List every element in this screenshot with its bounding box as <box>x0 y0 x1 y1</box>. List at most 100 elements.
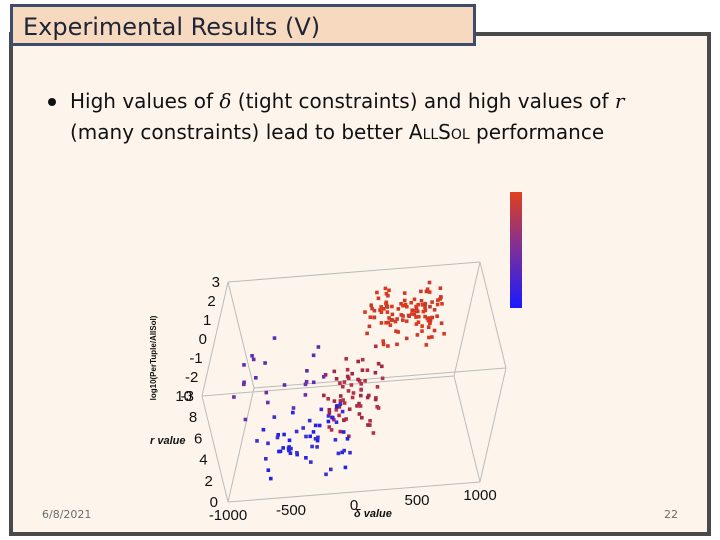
scatter-point <box>344 417 348 421</box>
scatter-point <box>304 456 308 460</box>
scatter-point <box>399 302 403 306</box>
scatter-point <box>442 332 446 336</box>
scatter-point <box>384 321 388 325</box>
x-tick-label: -500 <box>276 502 306 519</box>
bullet-text-part: performance <box>469 120 605 144</box>
scatter-point <box>266 400 270 405</box>
z-tick-label: 2 <box>207 293 215 310</box>
colorbar <box>510 192 522 308</box>
scatter-point <box>334 420 339 424</box>
scatter-point <box>417 314 421 319</box>
scatter-point <box>426 325 431 329</box>
scatter-point <box>255 439 259 443</box>
scatter-point <box>432 308 437 312</box>
scatter-point <box>414 304 418 309</box>
x-tick-label: 0 <box>350 497 358 514</box>
scatter-point <box>311 430 316 434</box>
scatter-point <box>384 291 389 296</box>
scatter-point <box>282 383 287 387</box>
scatter-point <box>428 318 433 322</box>
scatter-point <box>345 367 350 372</box>
scatter-point <box>332 417 336 422</box>
scatter-point <box>347 407 352 411</box>
scatter-point <box>338 394 343 398</box>
scatter-point <box>341 384 345 389</box>
scatter-point <box>412 297 417 302</box>
y-tick-label: 8 <box>189 409 197 426</box>
scatter-point <box>383 286 388 291</box>
scatter-point <box>419 289 423 294</box>
scatter-point <box>356 359 360 364</box>
scatter-point <box>373 370 378 375</box>
scatter-point <box>423 305 427 310</box>
scatter-point <box>384 301 388 306</box>
z-tick-label: -2 <box>185 369 198 386</box>
scatter-point <box>329 467 333 472</box>
scatter-point <box>381 342 386 347</box>
scatter-point <box>435 314 439 318</box>
scatter-point <box>430 335 434 339</box>
z-tick-label: -1 <box>189 350 202 367</box>
scatter-point <box>379 310 384 314</box>
scatter-point <box>427 335 431 340</box>
bullet-text-part: (many constraints) lead to better <box>70 120 409 144</box>
y-tick-label: 10 <box>175 388 192 405</box>
scatter-point <box>357 412 362 416</box>
scatter-point <box>333 438 338 442</box>
y-tick-label: 6 <box>194 430 202 447</box>
footer-date: 6/8/2021 <box>42 508 92 521</box>
scatter-point <box>359 393 363 398</box>
scatter-point <box>425 287 430 291</box>
scatter-point <box>416 309 420 314</box>
plot-box-edge <box>201 281 229 397</box>
scatter-point <box>414 322 419 326</box>
scatter-point <box>342 418 346 422</box>
bullet-text: High values of δ (tight constraints) and… <box>70 86 710 148</box>
scatter-point <box>276 433 280 437</box>
scatter-point <box>349 383 354 387</box>
scatter-point <box>287 438 292 443</box>
scatter-point <box>368 419 372 423</box>
algorithm-name: AllSol <box>408 120 470 144</box>
scatter-point <box>291 410 295 415</box>
scatter-point <box>348 450 352 455</box>
scatter-point <box>425 316 430 321</box>
scatter-point <box>375 404 379 409</box>
scatter-point <box>410 312 414 316</box>
scatter-point <box>365 395 370 400</box>
scatter-point <box>243 417 248 422</box>
scatter-point <box>373 397 378 402</box>
scatter-point <box>390 312 395 317</box>
scatter-point <box>401 318 405 322</box>
scatter-point <box>435 302 440 307</box>
scatter-point <box>427 280 432 285</box>
scatter-point <box>360 415 364 420</box>
scatter-point <box>342 401 347 405</box>
scatter-point <box>359 388 363 392</box>
scatter-point <box>376 361 381 366</box>
scatter-point <box>337 413 341 418</box>
scatter-point <box>367 393 371 398</box>
scatter-point <box>334 377 339 381</box>
scatter-point <box>396 307 401 311</box>
scatter-point <box>313 423 318 428</box>
scatter-point <box>338 399 343 403</box>
scatter-point <box>405 304 409 309</box>
scatter-point <box>266 441 270 446</box>
scatter-point <box>440 302 444 306</box>
scatter-point <box>294 429 299 434</box>
scatter-point <box>416 302 420 307</box>
scatter-point <box>304 379 309 384</box>
z-axis-label: log10(PerTuple/AllSol) <box>149 315 158 400</box>
scatter-point <box>421 309 426 314</box>
scatter-point <box>416 320 421 324</box>
scatter-point <box>308 434 312 439</box>
scatter-point <box>242 382 246 387</box>
scatter-point <box>409 300 413 305</box>
scatter-point <box>365 331 369 336</box>
scatter-point <box>286 446 291 451</box>
scatter-point <box>403 302 408 307</box>
scatter-point <box>413 308 418 313</box>
scatter-point <box>380 364 384 369</box>
scatter-point <box>319 407 324 412</box>
